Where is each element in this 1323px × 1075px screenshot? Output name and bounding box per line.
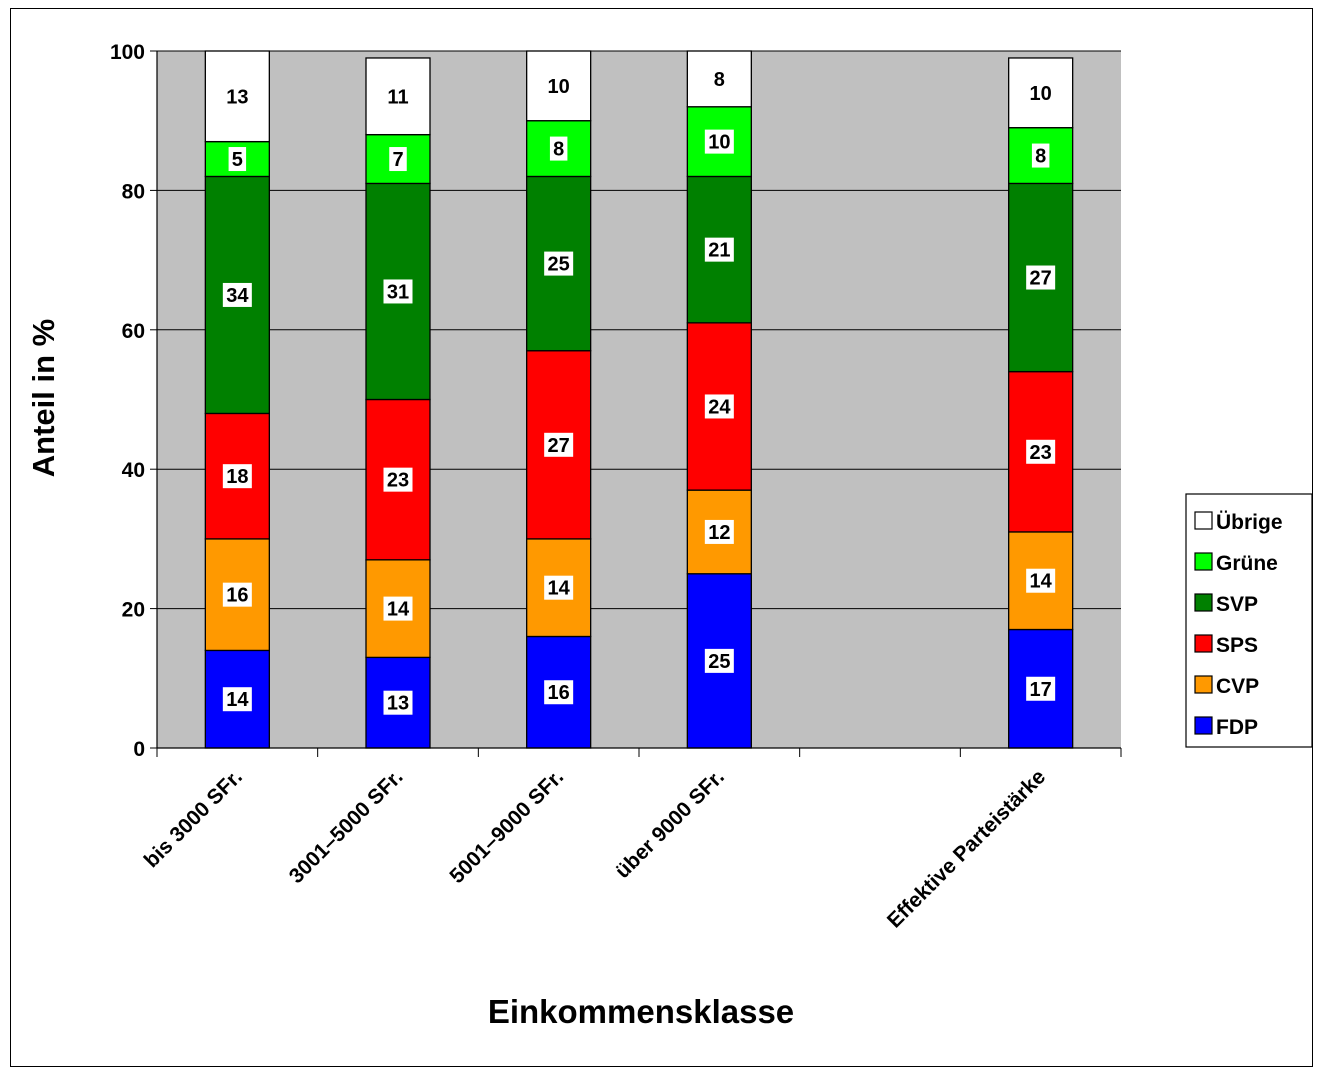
legend-swatch bbox=[1194, 675, 1213, 694]
data-label: 12 bbox=[708, 522, 730, 544]
data-label-background bbox=[544, 432, 574, 457]
x-tick-label: 3001–5000 SFr. bbox=[285, 765, 408, 888]
data-label: 34 bbox=[226, 285, 249, 307]
y-tick-label: 60 bbox=[122, 320, 145, 343]
data-label: 14 bbox=[1030, 571, 1053, 593]
data-label: 23 bbox=[1030, 442, 1052, 464]
y-axis-ticks: 0 20 40 60 80 100 bbox=[110, 41, 157, 761]
data-label-background bbox=[1026, 439, 1056, 464]
data-label-background bbox=[383, 596, 413, 621]
legend-swatch bbox=[1194, 716, 1213, 735]
data-label: 14 bbox=[387, 599, 410, 621]
x-tick-label: 5001–9000 SFr. bbox=[445, 765, 568, 888]
data-label: 25 bbox=[708, 651, 730, 673]
bar-segment bbox=[686, 322, 752, 491]
data-label: 11 bbox=[387, 86, 408, 108]
data-label-background bbox=[222, 687, 252, 712]
data-label-background bbox=[710, 66, 729, 91]
data-label: 25 bbox=[548, 254, 570, 276]
data-label-background bbox=[544, 73, 574, 98]
legend-label: Übrige bbox=[1216, 511, 1283, 534]
data-label: 5 bbox=[232, 149, 243, 171]
x-tick-label: bis 3000 SFr. bbox=[140, 765, 247, 872]
legend-label: SVP bbox=[1216, 593, 1258, 616]
x-tick-label: über 9000 SFr. bbox=[611, 765, 729, 883]
legend: Übrige Grüne SVP SPS CVP FDP bbox=[1185, 493, 1313, 748]
data-label-background bbox=[222, 582, 252, 607]
bars: 14 16 18 34 5 13 13 14 23 31 7 11 16 14 27 25 8 10 25 12 24 2… bbox=[204, 50, 1074, 749]
y-tick-label: 20 bbox=[122, 599, 145, 622]
legend-swatch bbox=[1194, 552, 1213, 571]
data-label: 18 bbox=[226, 466, 248, 488]
legend-box bbox=[1185, 493, 1313, 748]
data-label-background bbox=[383, 84, 413, 109]
data-label: 10 bbox=[708, 132, 730, 154]
data-label-background bbox=[544, 575, 574, 600]
data-label: 10 bbox=[1030, 83, 1052, 105]
data-label: 14 bbox=[548, 578, 571, 600]
legend-label: FDP bbox=[1216, 716, 1258, 739]
data-label-background bbox=[1026, 80, 1056, 105]
data-label-background bbox=[544, 251, 574, 276]
data-label-background bbox=[1026, 265, 1056, 290]
data-label: 27 bbox=[1030, 268, 1052, 290]
data-label-background bbox=[549, 136, 568, 161]
data-label: 31 bbox=[387, 281, 409, 303]
data-label-background bbox=[1031, 143, 1050, 168]
y-tick-label: 80 bbox=[122, 180, 145, 203]
data-label: 21 bbox=[708, 240, 730, 262]
data-label: 23 bbox=[387, 470, 409, 492]
data-label-background bbox=[383, 690, 413, 715]
data-label-background bbox=[1026, 568, 1056, 593]
data-label-background bbox=[704, 129, 734, 154]
data-label: 16 bbox=[548, 682, 570, 704]
gridlines bbox=[157, 50, 1121, 610]
legend-swatch bbox=[1194, 593, 1213, 612]
data-label: 24 bbox=[708, 396, 731, 418]
data-label: 16 bbox=[226, 585, 248, 607]
data-label-background bbox=[389, 147, 407, 172]
data-label-background bbox=[383, 279, 413, 304]
data-label-background bbox=[1026, 676, 1056, 701]
data-label: 10 bbox=[548, 76, 570, 98]
data-label: 8 bbox=[1035, 146, 1046, 168]
x-tick-label: Effektive Parteistärke bbox=[883, 765, 1050, 932]
data-label-background bbox=[544, 680, 574, 705]
data-label: 7 bbox=[392, 149, 403, 171]
data-label-background bbox=[704, 519, 734, 544]
data-label-background bbox=[228, 147, 247, 172]
y-tick-label: 40 bbox=[122, 459, 145, 482]
data-label-background bbox=[704, 394, 734, 419]
data-label: 14 bbox=[226, 689, 249, 711]
legend-label: SPS bbox=[1216, 634, 1258, 657]
data-label-background bbox=[704, 648, 734, 673]
data-label-background bbox=[222, 84, 252, 109]
data-label: 27 bbox=[548, 435, 570, 457]
data-label-background bbox=[383, 467, 413, 492]
plot-area bbox=[157, 51, 1121, 748]
legend-label: Grüne bbox=[1216, 552, 1278, 575]
data-label-background bbox=[222, 464, 252, 489]
legend-swatch bbox=[1194, 634, 1213, 653]
data-label: 13 bbox=[226, 86, 248, 108]
legend-swatch bbox=[1194, 511, 1213, 530]
data-label: 17 bbox=[1030, 679, 1052, 701]
legend-label: CVP bbox=[1216, 675, 1259, 698]
x-axis-ticks: bis 3000 SFr. 3001–5000 SFr. 5001–9000 SFr… bbox=[140, 748, 1122, 933]
bar-segment bbox=[1008, 57, 1074, 129]
y-tick-label: 0 bbox=[133, 738, 145, 761]
data-label: 13 bbox=[387, 693, 409, 715]
x-axis-title: Einkommensklasse bbox=[488, 993, 794, 1030]
y-axis-title: Anteil in % bbox=[26, 319, 61, 477]
data-label-background bbox=[222, 282, 252, 307]
y-tick-label: 100 bbox=[110, 41, 145, 64]
data-label-background bbox=[704, 237, 734, 262]
data-label: 8 bbox=[553, 139, 564, 161]
data-label: 8 bbox=[714, 69, 725, 91]
